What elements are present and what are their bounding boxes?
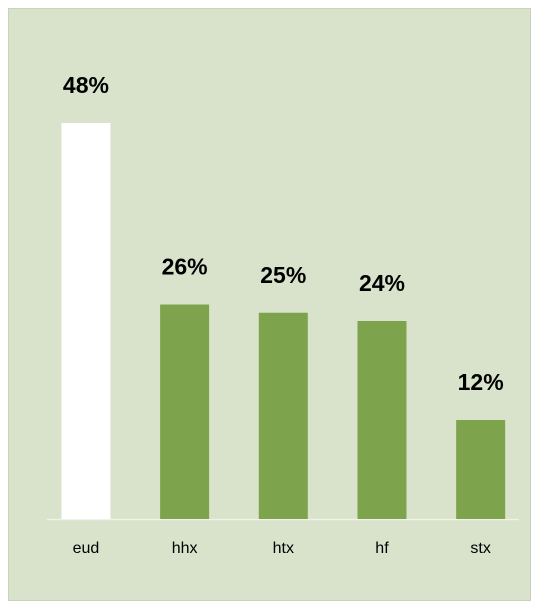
x-tick-label: hf [375, 540, 389, 557]
bar [258, 312, 308, 519]
bar [61, 123, 111, 519]
x-tick-label: eud [73, 540, 100, 557]
x-tick-label: hhx [172, 540, 198, 557]
x-tick-label: stx [470, 540, 490, 557]
value-label: 25% [260, 262, 306, 288]
value-label: 26% [162, 254, 208, 280]
value-label: 24% [359, 270, 405, 296]
x-tick-label: htx [273, 540, 294, 557]
bar [160, 304, 210, 519]
value-label: 12% [458, 369, 504, 395]
value-label: 48% [63, 72, 109, 98]
bar [456, 420, 506, 519]
bar [357, 321, 407, 519]
